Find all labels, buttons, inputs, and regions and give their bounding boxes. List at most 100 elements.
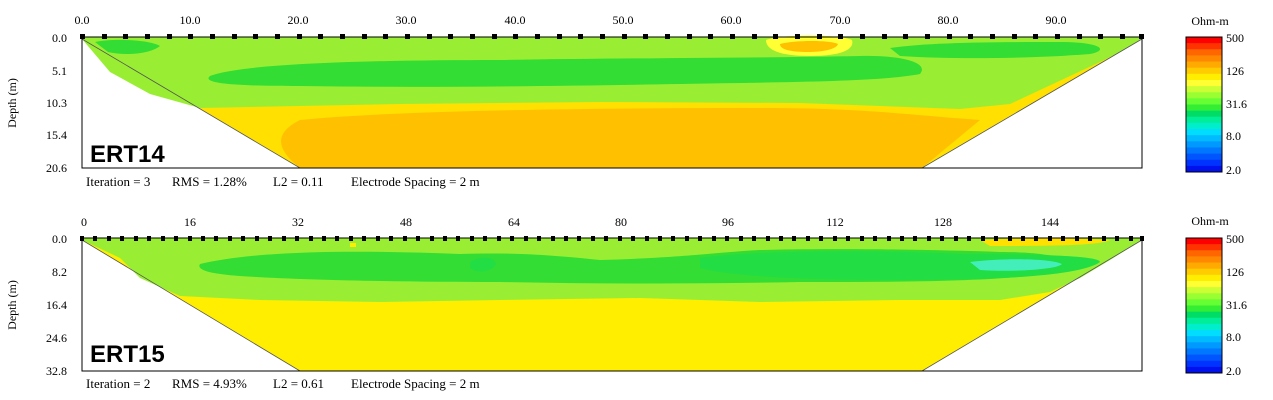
x-tick-label: 80 [615, 215, 627, 229]
colorbar-swatch [1186, 360, 1222, 368]
colorbar-swatch [1186, 73, 1222, 81]
colorbar-label: 126 [1226, 265, 1244, 279]
panel-label: ERT15 [90, 341, 165, 368]
x-tick-label: 16 [184, 215, 196, 229]
colorbar-swatch [1186, 37, 1222, 44]
colorbar-label: 126 [1226, 64, 1244, 78]
x-tick-label: 0.0 [75, 13, 90, 27]
colorbar-top: Ohm-m 500 126 31.6 8.0 2.0 [1185, 14, 1247, 177]
y-tick-label: 0.0 [52, 232, 67, 246]
colorbar-swatch [1186, 104, 1222, 112]
x-tick-label: 10.0 [180, 13, 201, 27]
y-tick-labels: 0.0 8.2 16.4 24.6 32.8 [46, 232, 67, 378]
colorbar-swatch [1186, 110, 1222, 118]
colorbar-swatch [1186, 299, 1222, 306]
colorbar-swatch [1186, 61, 1222, 69]
colorbar-swatch [1186, 122, 1222, 130]
colorbar-swatch [1186, 317, 1222, 325]
colorbar-swatch [1186, 330, 1222, 337]
iteration-text: Iteration = 3 [86, 174, 150, 189]
colorbar-swatch [1186, 342, 1222, 349]
y-tick-label: 16.4 [46, 298, 67, 312]
electrode-spacing-text: Electrode Spacing = 2 m [351, 174, 480, 189]
colorbar-swatch [1186, 280, 1222, 288]
iteration-text: Iteration = 2 [86, 376, 150, 391]
y-tick-label: 10.3 [46, 96, 67, 110]
colorbar-swatch [1186, 165, 1222, 173]
colorbar-swatch [1186, 79, 1222, 87]
colorbar-label: 500 [1226, 31, 1244, 45]
colorbar-title: Ohm-m [1191, 214, 1229, 228]
colorbar-swatch [1186, 336, 1222, 343]
colorbar-swatch [1186, 98, 1222, 105]
x-tick-label: 0 [81, 215, 87, 229]
colorbar-swatch [1186, 159, 1222, 167]
x-tick-label: 90.0 [1046, 13, 1067, 27]
y-tick-label: 0.0 [52, 31, 67, 45]
colorbar-label: 31.6 [1226, 97, 1247, 111]
colorbar-label: 2.0 [1226, 163, 1241, 177]
colorbar-swatch [1186, 153, 1222, 161]
colorbar-title: Ohm-m [1191, 14, 1229, 28]
x-tick-label: 96 [722, 215, 734, 229]
l2-text: L2 = 0.11 [273, 174, 324, 189]
colorbar-swatch [1186, 354, 1222, 362]
y-tick-label: 32.8 [46, 364, 67, 378]
colorbar-swatch [1186, 135, 1222, 142]
colorbar-label: 31.6 [1226, 298, 1247, 312]
colorbar-bottom: Ohm-m 500 126 31.6 8.0 2.0 [1185, 214, 1247, 378]
x-tick-label: 64 [508, 215, 520, 229]
x-tick-label: 128 [934, 215, 952, 229]
colorbar-label: 500 [1226, 232, 1244, 246]
colorbar-swatches [1186, 37, 1222, 173]
colorbar-swatch [1186, 268, 1222, 276]
rms-text: RMS = 1.28% [172, 174, 247, 189]
panel-label: ERT14 [90, 141, 165, 168]
colorbar-swatch [1186, 244, 1222, 251]
colorbar-swatch [1186, 366, 1222, 374]
y-tick-labels: 0.0 5.1 10.3 15.4 20.6 [46, 31, 67, 175]
colorbar-swatch [1186, 55, 1222, 63]
colorbar-swatch [1186, 323, 1222, 331]
plot-frame [81, 237, 1143, 372]
colorbar-swatch [1186, 116, 1222, 124]
colorbar-swatch [1186, 49, 1222, 56]
x-tick-label: 60.0 [721, 13, 742, 27]
x-tick-label: 32 [292, 215, 304, 229]
x-tick-label: 30.0 [396, 13, 417, 27]
x-tick-label: 40.0 [505, 13, 526, 27]
colorbar-swatch [1186, 287, 1222, 294]
electrode-spacing-text: Electrode Spacing = 2 m [351, 376, 480, 391]
x-tick-label: 70.0 [830, 13, 851, 27]
plot-frame [81, 36, 1143, 169]
colorbar-swatch [1186, 348, 1222, 356]
y-tick-label: 15.4 [46, 128, 67, 142]
x-tick-label: 112 [826, 215, 844, 229]
colorbar-swatch [1186, 250, 1222, 257]
resistivity-section [81, 35, 1143, 169]
colorbar-label: 2.0 [1226, 364, 1241, 378]
colorbar-swatch [1186, 274, 1222, 282]
panel-ert14: Depth (m) 0.0 10.0 20.0 30.0 40.0 50.0 6… [5, 13, 1144, 189]
colorbar-swatch [1186, 43, 1222, 50]
l2-text: L2 = 0.61 [273, 376, 324, 391]
panel-ert15: Depth (m) 0 16 32 48 64 80 96 112 128 14… [5, 215, 1144, 391]
x-tick-label: 20.0 [288, 13, 309, 27]
colorbar-swatch [1186, 305, 1222, 313]
y-axis-label: Depth (m) [5, 280, 19, 330]
colorbar-swatch [1186, 311, 1222, 319]
colorbar-swatch [1186, 92, 1222, 99]
y-tick-label: 5.1 [52, 64, 67, 78]
x-tick-label: 48 [400, 215, 412, 229]
electrodes [80, 236, 1144, 241]
y-tick-label: 8.2 [52, 265, 67, 279]
colorbar-label: 8.0 [1226, 129, 1241, 143]
x-tick-label: 50.0 [613, 13, 634, 27]
colorbar-swatch [1186, 67, 1222, 75]
colorbar-swatch [1186, 129, 1222, 136]
colorbar-swatch [1186, 147, 1222, 155]
x-tick-label: 80.0 [938, 13, 959, 27]
footer-stats: Iteration = 2 RMS = 4.93% L2 = 0.61 Elec… [86, 376, 480, 391]
colorbar-swatch [1186, 86, 1222, 93]
resistivity-section [81, 237, 1143, 372]
